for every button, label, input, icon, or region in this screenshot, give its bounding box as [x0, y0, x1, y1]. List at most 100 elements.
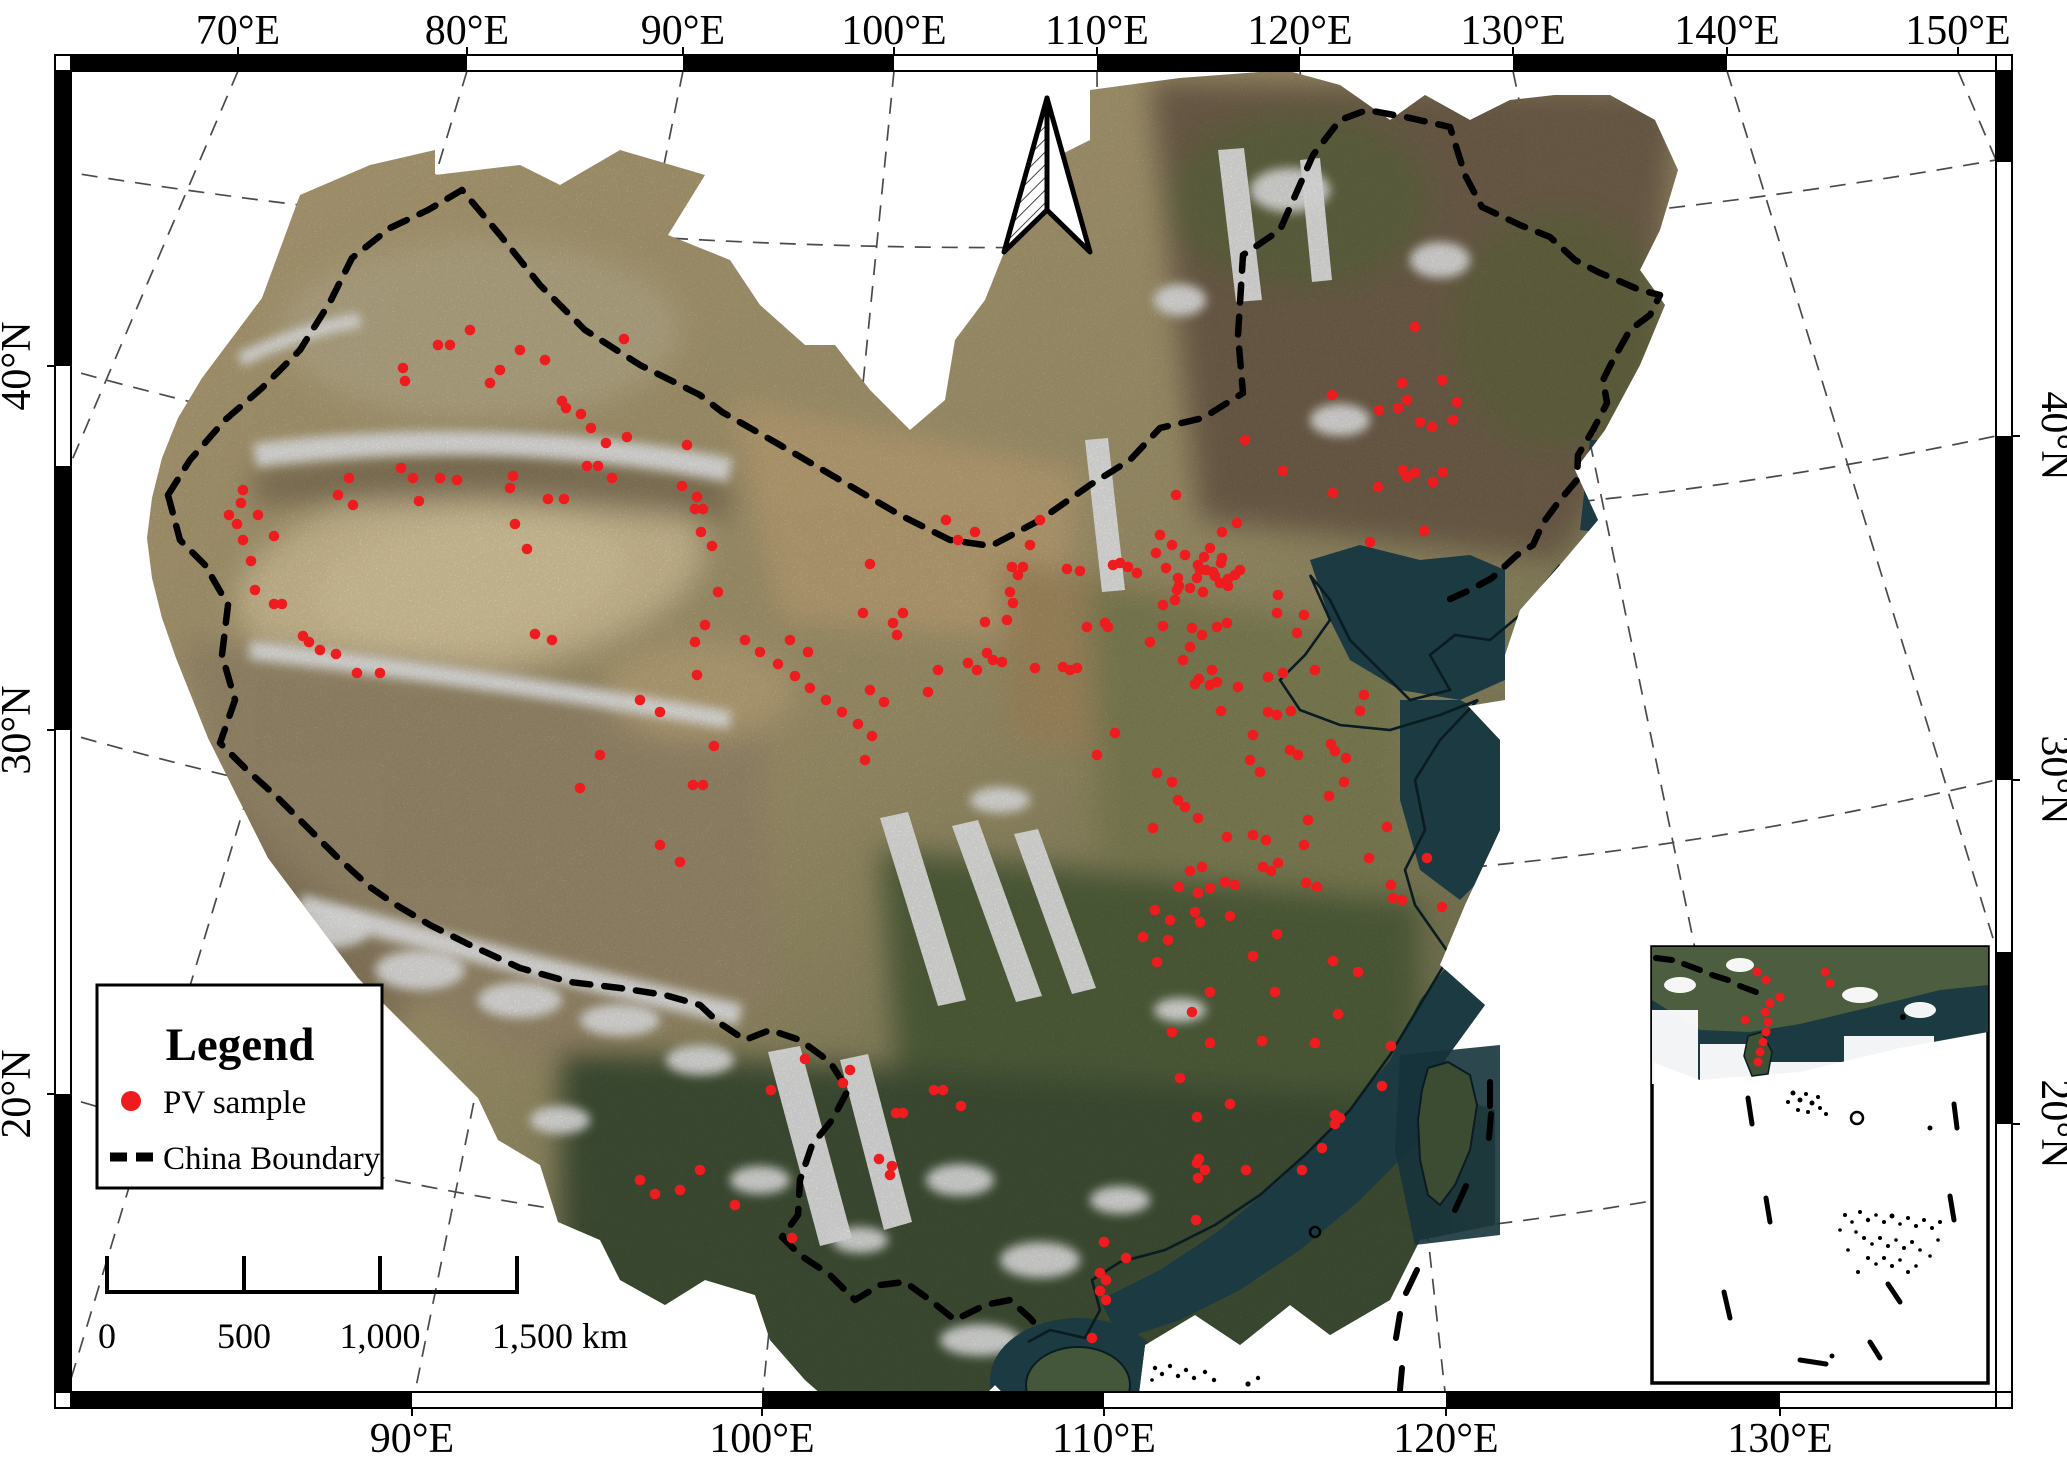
pv-sample-dot	[789, 670, 801, 682]
pv-sample-dot	[343, 472, 355, 484]
pv-sample-dot	[784, 634, 796, 646]
pv-sample-dot	[1239, 434, 1251, 446]
pv-sample-dot	[1338, 776, 1350, 788]
pv-sample-dot	[1137, 931, 1149, 943]
pv-sample-dot	[1224, 1098, 1236, 1110]
pv-sample-dot	[1001, 614, 1013, 626]
pv-sample-dot	[932, 664, 944, 676]
pv-sample-dot	[1172, 794, 1184, 806]
pv-sample-dot	[1269, 986, 1281, 998]
frame	[54, 54, 2013, 1409]
pv-sample-dot	[1326, 389, 1338, 401]
pv-sample-dot	[558, 493, 570, 505]
axis-label-top: 100°E	[841, 8, 946, 54]
pv-sample-dot	[1316, 1142, 1328, 1154]
pv-sample-dot	[837, 1077, 849, 1089]
axis-label-top: 70°E	[196, 8, 280, 54]
pv-sample-dot	[765, 1084, 777, 1096]
inset-island-dot	[1889, 1213, 1895, 1219]
nine-dash-segment	[1403, 1267, 1420, 1296]
inset-island-dot	[1786, 1100, 1790, 1104]
pv-sample-dot	[1192, 887, 1204, 899]
inset-nine-dash-line	[1721, 1095, 1960, 1367]
pv-sample-dot	[1224, 910, 1236, 922]
inset-island-dot	[1938, 1220, 1942, 1224]
pv-sample-dot	[697, 779, 709, 791]
pv-sample-dot	[1401, 394, 1413, 406]
pv-sample-dot	[1292, 749, 1304, 761]
pv-sample-dot	[1184, 865, 1196, 877]
inset-island-dot	[1930, 1226, 1934, 1230]
inset-island-dot	[1865, 1217, 1871, 1223]
pv-sample-dot	[1006, 561, 1018, 573]
pv-sample-dot	[351, 667, 363, 679]
pv-sample-dot	[1329, 745, 1341, 757]
pv-sample-dot	[1012, 569, 1024, 581]
inset-islands	[1786, 1014, 1942, 1359]
pv-sample-dot	[1184, 641, 1196, 653]
pv-sample-dot	[529, 628, 541, 640]
pv-sample-dot	[1144, 636, 1156, 648]
hainan-island	[1025, 1346, 1131, 1392]
inset-nine-dash-segment	[1797, 1357, 1829, 1367]
pv-sample-dot	[252, 509, 264, 521]
inset-pv-sample-dot	[1765, 998, 1775, 1008]
pv-sample-dot	[1190, 1214, 1202, 1226]
inset-pv-sample-dot	[1760, 1007, 1770, 1017]
inset-island-dot	[1886, 1244, 1890, 1248]
pv-sample-dot	[922, 686, 934, 698]
axis-label-top: 90°E	[641, 8, 725, 54]
island-dot	[1255, 1375, 1261, 1381]
pv-sample-dot	[1392, 402, 1404, 414]
pv-sample-dot	[1298, 839, 1310, 851]
pv-sample-dot	[235, 497, 247, 509]
pv-sample-dot	[1247, 950, 1259, 962]
pv-sample-dot	[1177, 654, 1189, 666]
pv-sample-dot	[1186, 622, 1198, 634]
pv-sample-dot	[873, 1153, 885, 1165]
pv-sample-dot	[347, 499, 359, 511]
pv-sample-dot	[1098, 1236, 1110, 1248]
pv-sample-dot	[1426, 421, 1438, 433]
pv-sample-dot	[1191, 1111, 1203, 1123]
inset-atoll-ring-icon	[1849, 1110, 1865, 1126]
pv-sample-dot	[1240, 1164, 1252, 1176]
inset-pv-sample-dot	[1775, 992, 1785, 1002]
inset-island-dot	[1882, 1256, 1886, 1260]
pv-sample-dot	[955, 1100, 967, 1112]
pv-sample-dot	[1194, 916, 1206, 928]
pv-sample-dot	[1029, 662, 1041, 674]
frame-band-bottom	[71, 1392, 1780, 1408]
pv-sample-dot	[1206, 664, 1218, 676]
inset-nine-dash-segment	[1745, 1095, 1755, 1127]
pv-sample-dot	[1409, 467, 1421, 479]
pv-sample-dot	[676, 480, 688, 492]
south-sea-islands	[1150, 1225, 1322, 1387]
pv-sample-dot	[634, 694, 646, 706]
pv-sample-dot	[1284, 744, 1296, 756]
inset-island-dot	[1918, 1248, 1922, 1252]
nine-dash-segment	[1397, 1365, 1405, 1392]
pv-sample-dot	[802, 646, 814, 658]
axis-label-left: 40°N	[0, 321, 40, 410]
pv-sample-dot	[1131, 567, 1143, 579]
pv-sample-dot	[413, 495, 425, 507]
pv-sample-dot	[649, 1188, 661, 1200]
pv-sample-dot	[1166, 1026, 1178, 1038]
pv-sample-dot	[691, 491, 703, 503]
pv-sample-dot	[1385, 879, 1397, 891]
pv-sample-dot	[1437, 466, 1449, 478]
pv-sample-dot	[952, 534, 964, 546]
inset-island-dot	[1862, 1236, 1866, 1240]
pv-sample-dot	[697, 503, 709, 515]
pv-sample-dot	[1211, 621, 1223, 633]
pv-sample-dot	[1186, 1006, 1198, 1018]
axis-label-top: 150°E	[1905, 8, 2010, 54]
pv-sample-dot	[1216, 526, 1228, 538]
inset-island-dot	[1843, 1213, 1847, 1217]
pv-sample-dot	[332, 489, 344, 501]
axis-left: 40°N 30°N 20°N	[0, 321, 55, 1139]
pv-sample-dot	[1229, 879, 1241, 891]
nine-dash-segment	[1452, 1183, 1469, 1213]
inset-island-dot	[1910, 1240, 1914, 1244]
